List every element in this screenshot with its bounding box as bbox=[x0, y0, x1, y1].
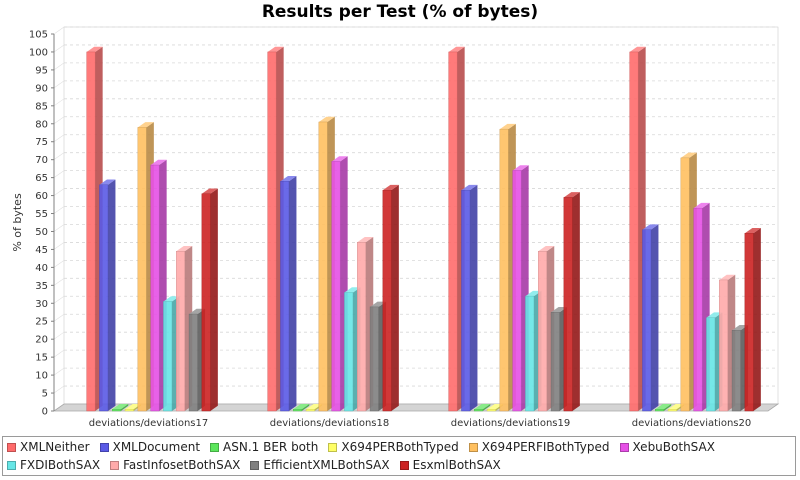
legend-label: EsxmlBothSAX bbox=[412, 458, 501, 472]
bar bbox=[563, 192, 580, 412]
legend-item: FastInfosetBothSAX bbox=[110, 456, 240, 474]
y-tick-label: 20 bbox=[35, 335, 48, 346]
legend-swatch bbox=[468, 442, 478, 452]
y-tick-label: 45 bbox=[35, 245, 48, 256]
legend-label: XMLDocument bbox=[112, 440, 201, 454]
y-tick-label: 105 bbox=[29, 30, 48, 41]
legend-label: ASN.1 BER both bbox=[223, 440, 319, 454]
legend-item: EfficientXMLBothSAX bbox=[250, 456, 390, 474]
x-tick-label: deviations/deviations17 bbox=[89, 418, 208, 429]
bar bbox=[655, 403, 672, 412]
y-tick-label: 60 bbox=[35, 191, 48, 202]
legend-item: ASN.1 BER both bbox=[210, 438, 318, 456]
y-axis-label: % of bytes bbox=[11, 193, 24, 252]
x-tick-label: deviations/deviations18 bbox=[270, 418, 389, 429]
chart-title: Results per Test (% of bytes) bbox=[261, 2, 539, 22]
bar bbox=[201, 188, 218, 412]
legend-swatch bbox=[7, 442, 16, 452]
y-tick-label: 95 bbox=[35, 65, 48, 76]
legend-swatch bbox=[619, 442, 629, 452]
legend-label: X694PERBothTyped bbox=[341, 440, 459, 454]
bar bbox=[474, 403, 491, 412]
y-tick-label: 15 bbox=[35, 353, 48, 364]
y-tick-label: 40 bbox=[35, 263, 48, 274]
y-tick-label: 100 bbox=[29, 47, 48, 58]
legend-item: FXDIBothSAX bbox=[7, 456, 100, 474]
legend-swatch bbox=[110, 460, 120, 470]
legend-item: X694PERFIBothTyped bbox=[468, 438, 610, 456]
bar bbox=[99, 179, 116, 412]
y-tick-label: 70 bbox=[35, 155, 48, 166]
bar bbox=[744, 228, 761, 412]
bar bbox=[461, 184, 478, 412]
legend-label: XebuBothSAX bbox=[632, 440, 715, 454]
y-tick-label: 0 bbox=[42, 407, 48, 418]
y-tick-label: 10 bbox=[35, 371, 48, 382]
bar-chart: 0 5 10 15 20 25 30 35 40 45 50 55 60 65 70 75 80 85 90 95 10… bbox=[11, 26, 780, 429]
legend-label: FastInfosetBothSAX bbox=[123, 458, 241, 472]
x-tick-label: deviations/deviations19 bbox=[451, 418, 570, 429]
y-tick-label: 5 bbox=[42, 389, 48, 400]
legend-label: EfficientXMLBothSAX bbox=[263, 458, 390, 472]
legend-label: FXDIBothSAX bbox=[20, 458, 101, 472]
y-tick-label: 55 bbox=[35, 209, 48, 220]
bar bbox=[382, 184, 399, 412]
legend-swatch bbox=[7, 460, 16, 470]
legend-item: EsxmlBothSAX bbox=[399, 456, 501, 474]
legend-swatch bbox=[328, 442, 338, 452]
y-tick-label: 50 bbox=[35, 227, 48, 238]
bar bbox=[112, 403, 129, 412]
legend-swatch bbox=[99, 442, 109, 452]
y-tick-label: 90 bbox=[35, 83, 48, 94]
bar bbox=[642, 224, 659, 412]
legend-item: XebuBothSAX bbox=[619, 438, 715, 456]
legend: XMLNeither XMLDocument ASN.1 BER both X694P… bbox=[2, 436, 796, 476]
y-tick-label: 80 bbox=[35, 119, 48, 130]
bar bbox=[280, 175, 297, 412]
y-tick-label: 65 bbox=[35, 173, 48, 184]
x-tick-label: deviations/deviations20 bbox=[632, 418, 751, 429]
y-tick-label: 85 bbox=[35, 101, 48, 112]
legend-item: XMLNeither bbox=[7, 438, 90, 456]
legend-label: X694PERFIBothTyped bbox=[481, 440, 610, 454]
legend-label: XMLNeither bbox=[20, 440, 90, 454]
legend-swatch bbox=[250, 460, 260, 470]
y-tick-label: 25 bbox=[35, 317, 48, 328]
bar bbox=[293, 403, 310, 412]
y-tick-label: 30 bbox=[35, 299, 48, 310]
legend-swatch bbox=[210, 442, 220, 452]
legend-swatch bbox=[399, 460, 409, 470]
legend-item: XMLDocument bbox=[99, 438, 201, 456]
y-tick-label: 75 bbox=[35, 137, 48, 148]
legend-item: X694PERBothTyped bbox=[328, 438, 459, 456]
y-tick-label: 35 bbox=[35, 281, 48, 292]
